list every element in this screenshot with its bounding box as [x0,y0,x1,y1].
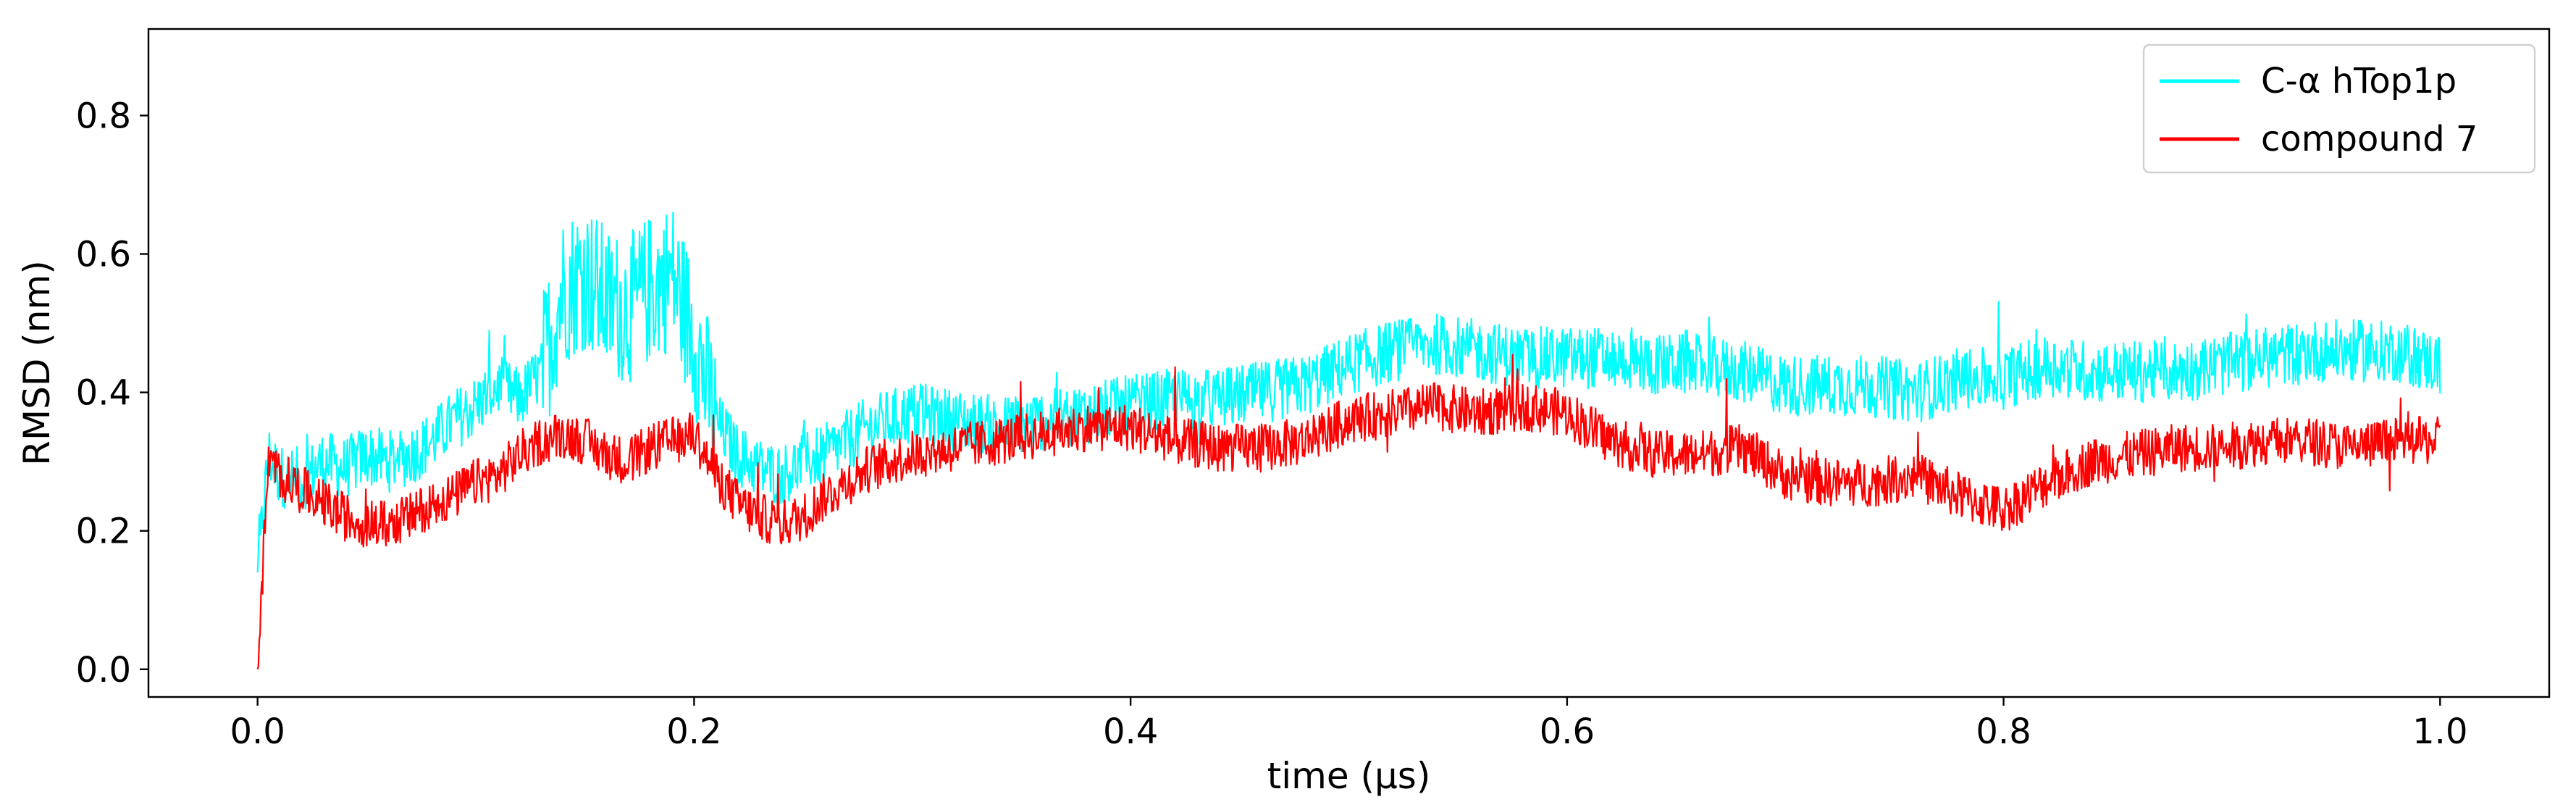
y-tick-label: 0.0 [76,650,131,690]
legend-label-c-alpha-htop1p: C-α hTop1p [2261,61,2457,101]
x-tick-label: 0.8 [1976,711,2031,752]
x-axis-label: time (μs) [1267,755,1431,797]
series-line-c-alpha-htop1p [256,212,2441,573]
plot-frame [147,28,2551,698]
x-tick-label: 0.6 [1540,711,1595,752]
x-tick-label: 0.4 [1103,711,1158,752]
x-tick-label: 0.2 [666,711,721,752]
series-line-compound-7 [256,354,2441,670]
y-tick-label: 0.2 [76,512,131,552]
y-axis-label: RMSD (nm) [16,260,58,465]
legend-label-compound-7: compound 7 [2261,119,2478,159]
legend: C-α hTop1p compound 7 [2142,43,2536,174]
x-tick-label: 0.0 [230,711,285,752]
y-tick-label: 0.8 [76,96,131,136]
x-axis-ticks: 0.0 0.2 0.4 0.6 0.8 1.0 [230,697,2467,752]
x-tick-label: 1.0 [2412,711,2467,752]
series-layer [256,212,2441,670]
y-axis-ticks: 0.0 0.2 0.4 0.6 0.8 [76,96,148,690]
y-tick-label: 0.6 [76,235,131,275]
y-tick-label: 0.4 [76,373,131,414]
legend-box [2142,43,2536,174]
